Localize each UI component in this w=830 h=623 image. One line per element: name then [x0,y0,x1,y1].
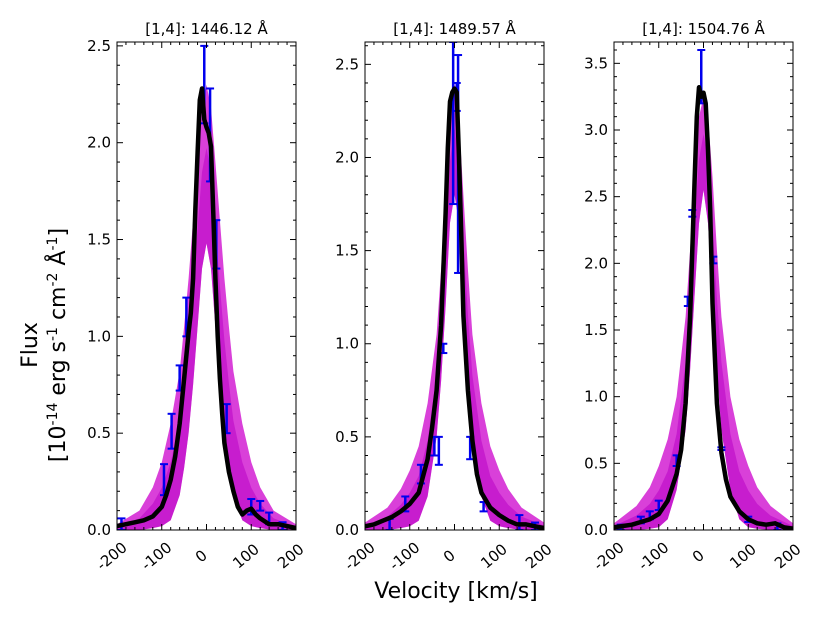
y-tick-label: 0.5 [87,424,111,442]
error-bar [449,42,458,206]
y-axis-label-line2: [10-14 erg s-1 cm-2 Å-1] [44,228,71,462]
x-tick-label: -200 [590,538,628,574]
x-tick-label: -100 [386,538,424,574]
model-band-core [614,134,793,530]
panel-title: [1,4]: 1489.57 Å [393,19,516,38]
x-tick-label: 100 [726,540,760,572]
x-tick-label: -200 [341,538,379,574]
x-tick-label: 200 [274,540,308,572]
x-tick-label: -100 [635,538,673,574]
y-tick-label: 3.5 [584,54,608,72]
y-tick-label: 1.0 [87,327,111,345]
panel-title: [1,4]: 1504.76 Å [642,19,765,38]
observed-line [365,86,544,530]
y-tick-label: 1.0 [584,388,608,406]
y-tick-label: 0.0 [584,521,608,539]
y-tick-label: 0.0 [335,521,359,539]
x-tick-label: 200 [522,540,556,572]
x-tick-label: 0 [440,546,459,566]
y-tick-label: 0.5 [335,428,359,446]
y-tick-label: 1.5 [335,242,359,260]
y-tick-label: 3.0 [584,121,608,139]
y-tick-label: 2.5 [335,55,359,73]
y-axis-label-line1: Flux [18,322,43,368]
y-tick-label: 1.5 [584,321,608,339]
y-tick-label: 2.0 [584,254,608,272]
y-tick-label: 1.0 [335,335,359,353]
y-tick-label: 0.0 [87,521,111,539]
panels: [1,4]: 1446.12 Å-200 -100 0 100 2000.00.51.0… [87,19,804,574]
x-tick-label: 100 [229,540,263,572]
model-band-core [365,127,544,530]
x-tick-label: 200 [771,540,805,572]
model-band-core [117,148,296,530]
panel-title: [1,4]: 1446.12 Å [145,19,268,38]
y-axis-label: Flux [10-14 erg s-1 cm-2 Å-1] [18,228,71,462]
panel-2: [1,4]: 1489.57 Å -200 -100 0 100 200 0.0 0.5 1.0… [335,19,555,574]
x-tick-label: -200 [93,538,131,574]
y-tick-label: 2.0 [335,148,359,166]
panel-1: [1,4]: 1446.12 Å -200 -100 0 100 200 0.0 0.5 1.0… [87,19,307,574]
y-tick-label: 2.5 [87,37,111,55]
y-tick-label: 0.5 [584,454,608,472]
x-axis-label: Velocity [km/s] [374,579,538,604]
x-tick-label: -100 [138,538,176,574]
y-tick-label: 2.0 [87,134,111,152]
observed-line [117,86,296,530]
x-tick-label: 0 [192,546,211,566]
y-tick-label: 2.5 [584,188,608,206]
panel-3: [1,4]: 1504.76 Å -200 -100 0 100 200 0.0 0.5 1.0… [584,19,804,574]
observed-line [614,85,793,530]
y-tick-label: 1.5 [87,231,111,249]
x-tick-label: 100 [477,540,511,572]
x-tick-label: 0 [689,546,708,566]
error-bar [434,435,443,466]
error-bar [256,499,265,512]
